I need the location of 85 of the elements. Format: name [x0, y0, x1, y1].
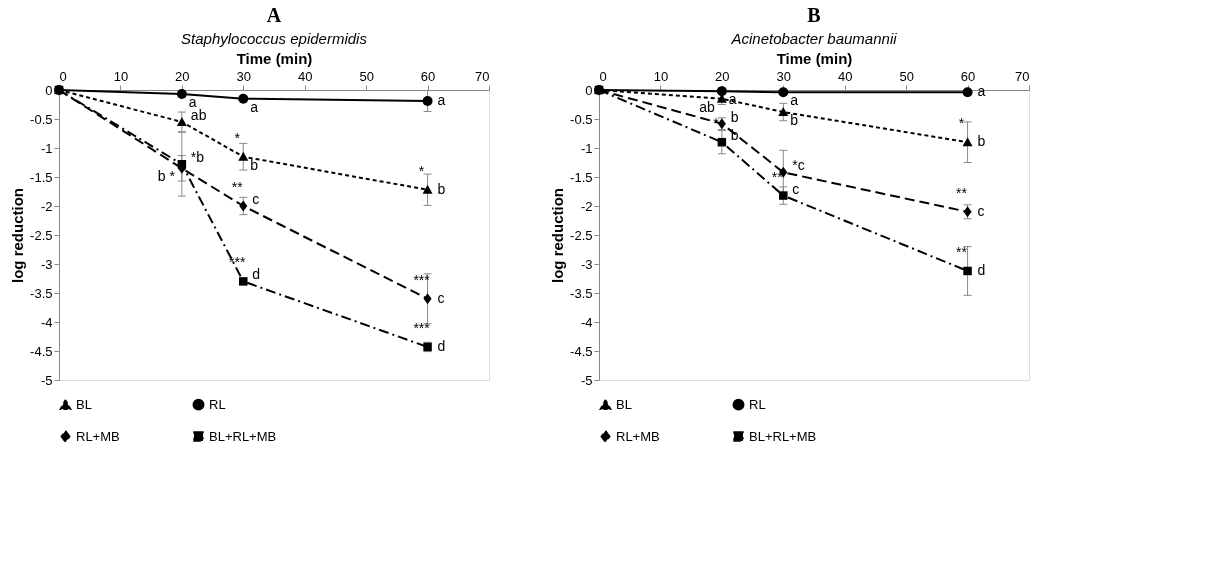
- y-axis-title: log reduction: [9, 188, 27, 283]
- x-tick-label: 10: [113, 68, 129, 84]
- x-tick-label: 0: [59, 68, 67, 84]
- annotation: d: [252, 266, 261, 283]
- annotation: *c: [792, 157, 805, 174]
- x-tick-label: 60: [960, 68, 976, 84]
- legend-label: RL+MB: [616, 428, 660, 444]
- y-tick-label: -2.5: [30, 227, 53, 243]
- chart-title: A: [266, 4, 282, 26]
- y-tick-label: -4.5: [30, 343, 53, 359]
- annotation: c: [437, 289, 445, 306]
- y-tick-label: -3: [580, 256, 593, 272]
- annotation: b: [977, 133, 986, 150]
- x-axis-title: Time (min): [236, 49, 313, 67]
- y-tick-label: -4: [580, 314, 593, 330]
- chart-title: B: [807, 4, 821, 26]
- annotation: c: [977, 202, 985, 219]
- annotation: *: [234, 129, 241, 146]
- x-tick-label: 50: [359, 68, 374, 84]
- y-tick-label: -1.5: [30, 169, 53, 185]
- x-tick-label: 10: [653, 68, 669, 84]
- x-tick-label: 20: [715, 68, 730, 84]
- chart-subtitle: Acinetobacter baumannii: [730, 30, 898, 47]
- y-tick-label: -4.5: [570, 343, 593, 359]
- y-tick-label: 0: [585, 82, 593, 98]
- y-tick-label: -2: [40, 198, 53, 214]
- x-tick-label: 40: [297, 68, 313, 84]
- annotation: *: [418, 162, 425, 179]
- x-tick-label: 60: [420, 68, 436, 84]
- y-tick-label: -2: [580, 198, 593, 214]
- legend-label: BL+RL+MB: [209, 428, 277, 444]
- y-tick-label: -0.5: [570, 111, 593, 127]
- legend-label: BL+RL+MB: [749, 428, 817, 444]
- annotation: a: [790, 92, 799, 109]
- annotation: d: [437, 337, 446, 354]
- annotation: b: [790, 112, 799, 129]
- annotation: b: [730, 108, 739, 125]
- annotation: a: [437, 92, 446, 109]
- y-tick-label: -1.5: [570, 169, 593, 185]
- annotation: **: [771, 168, 784, 185]
- x-tick-label: 0: [599, 68, 607, 84]
- y-tick-label: -2.5: [570, 227, 593, 243]
- annotation: d: [977, 261, 986, 278]
- annotation: b *: [157, 168, 176, 185]
- annotation: c: [252, 191, 260, 207]
- x-axis-title: Time (min): [776, 49, 853, 67]
- annotation: *: [958, 115, 965, 132]
- annotation: **: [956, 243, 968, 260]
- y-tick-label: -0.5: [30, 111, 53, 127]
- annotation: a: [977, 83, 986, 100]
- x-tick-label: 40: [837, 68, 853, 84]
- annotation: c: [792, 180, 800, 197]
- chart-subtitle: Staphylococcus epidermidis: [181, 30, 368, 47]
- x-tick-label: 70: [475, 68, 490, 84]
- y-tick-label: -5: [580, 372, 593, 388]
- annotation: **: [231, 179, 244, 195]
- annotation: ***: [413, 319, 431, 336]
- legend-label: RL: [749, 396, 766, 412]
- annotation: a: [250, 98, 259, 115]
- legend-label: BL: [76, 397, 92, 413]
- annotation: ab: [699, 98, 716, 115]
- y-tick-label: -3: [40, 256, 53, 272]
- y-tick-label: -4: [40, 314, 53, 330]
- annotation: ***: [229, 254, 246, 271]
- y-tick-label: -5: [40, 372, 53, 388]
- y-tick-label: -1: [40, 140, 53, 156]
- x-tick-label: 70: [1015, 68, 1030, 84]
- annotation: b: [250, 156, 259, 173]
- y-tick-label: 0: [45, 82, 53, 98]
- y-axis-title: log reduction: [549, 188, 567, 283]
- legend-label: BL: [616, 397, 632, 413]
- annotation: *b: [190, 149, 205, 166]
- x-tick-label: 30: [236, 68, 252, 84]
- x-tick-label: 50: [899, 68, 914, 84]
- annotation: b: [437, 180, 446, 197]
- y-tick-label: -3.5: [570, 285, 593, 301]
- annotation: ***: [413, 271, 431, 288]
- y-tick-label: -1: [580, 140, 593, 156]
- legend-label: RL+MB: [76, 428, 120, 444]
- x-tick-label: 30: [776, 68, 792, 84]
- annotation: **: [956, 184, 968, 201]
- y-tick-label: -3.5: [30, 285, 53, 301]
- legend-label: RL: [209, 396, 226, 412]
- annotation: a: [728, 91, 737, 108]
- x-tick-label: 20: [175, 68, 190, 84]
